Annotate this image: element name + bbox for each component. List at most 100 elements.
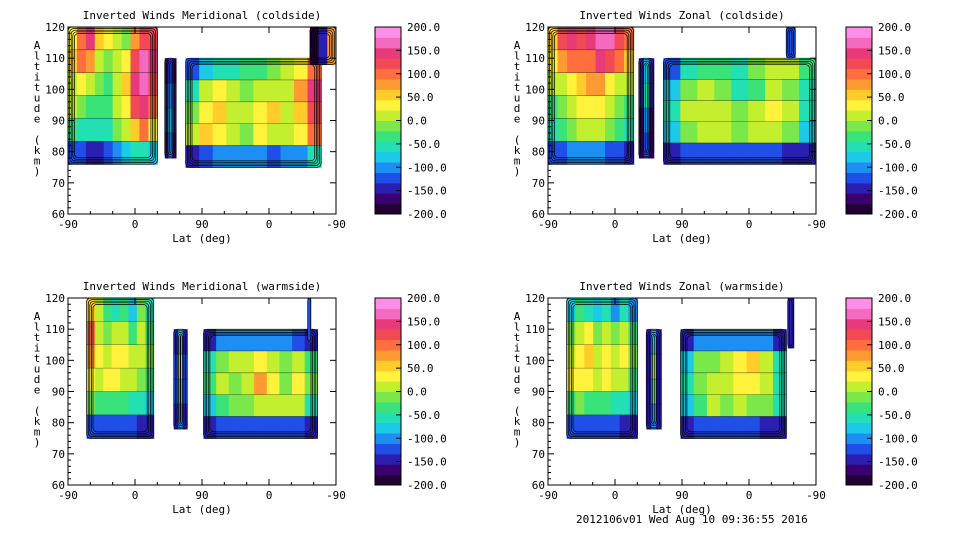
data-cell [601, 391, 612, 416]
data-cell [103, 49, 114, 74]
x-tick-label: 0 [612, 489, 619, 502]
data-cell [128, 321, 138, 346]
data-cell [148, 27, 158, 51]
data-segment-3 [663, 57, 816, 165]
data-cell [610, 368, 621, 393]
x-tick-label: 0 [746, 218, 753, 231]
data-cell [697, 142, 715, 165]
data-cell [164, 58, 170, 84]
data-cell [576, 72, 587, 97]
data-cell [759, 329, 774, 352]
data-cell [292, 394, 306, 418]
data-cell [94, 95, 105, 120]
data-cell [294, 145, 309, 168]
data-cell [733, 350, 748, 374]
data-cell [720, 350, 734, 374]
contour-line [686, 335, 781, 433]
data-cell [567, 118, 578, 142]
colorbar-tick-label: 50.0 [407, 91, 434, 104]
data-cell [575, 368, 585, 393]
data-cell [765, 100, 783, 123]
y-axis-label-char: k [34, 415, 41, 428]
colorbar-swatch [846, 47, 872, 59]
chart-title: Inverted Winds Zonal (warmside) [579, 280, 784, 293]
y-axis-label-char: m [34, 155, 41, 168]
data-cell [693, 350, 708, 374]
contour-line [176, 332, 185, 427]
data-cell [94, 72, 105, 97]
data-cell [185, 79, 200, 103]
colorbar-tick-label: -100.0 [407, 161, 447, 174]
y-axis-label-char: d [514, 102, 521, 115]
y-axis-label-char: ( [514, 134, 521, 147]
colorbar-swatch [375, 443, 401, 455]
colorbar-tick-label: -200.0 [878, 479, 918, 492]
y-tick-label: 110 [525, 323, 545, 336]
data-cell [136, 321, 146, 346]
data-cell [697, 79, 715, 102]
data-cell [139, 49, 149, 74]
data-segment-4 [787, 298, 795, 349]
colorbar-swatch [375, 120, 401, 132]
contour-line [164, 57, 177, 159]
data-cell [584, 391, 594, 416]
data-cell [103, 321, 113, 346]
contour-line [787, 298, 795, 349]
contour-line [166, 59, 175, 157]
y-axis-label-char: t [34, 81, 41, 94]
contour-line [638, 57, 655, 159]
colorbar-swatch [846, 318, 872, 330]
data-cell [121, 118, 132, 142]
data-cell [254, 416, 268, 439]
data-cell [593, 391, 603, 416]
colorbar-tick-label: 0.0 [878, 386, 898, 399]
data-cell [103, 141, 114, 165]
data-cell [714, 79, 732, 102]
data-cell [575, 298, 585, 322]
data-cell [199, 58, 214, 81]
contour-line [206, 332, 315, 436]
colorbar-swatch [375, 464, 401, 476]
colorbar-swatch [375, 68, 401, 80]
data-cell [584, 368, 594, 393]
data-cell [94, 49, 105, 74]
y-axis-label-char: t [514, 81, 521, 94]
y-axis-label-char: e [34, 113, 41, 126]
data-cell [575, 344, 585, 369]
colorbar-swatch [846, 391, 872, 403]
data-segment-3 [203, 328, 318, 439]
colorbar-swatch [846, 453, 872, 465]
data-cell [643, 132, 650, 159]
data-cell [628, 298, 638, 322]
data-cell [130, 72, 141, 97]
data-cell [733, 416, 748, 439]
colorbar-swatch [375, 193, 401, 205]
data-cell [266, 350, 281, 374]
data-cell [706, 372, 721, 396]
data-cell [216, 350, 230, 374]
data-cell [130, 49, 141, 74]
data-cell [279, 329, 293, 352]
contour-line [190, 62, 317, 163]
data-cell [693, 394, 708, 418]
data-cell [680, 350, 695, 374]
contour-line [309, 27, 336, 65]
plot-area [566, 298, 795, 439]
y-axis-label-char: ) [514, 165, 521, 178]
colorbar-swatch [375, 130, 401, 142]
colorbar-swatch [846, 360, 872, 372]
data-cell [643, 108, 650, 134]
colorbar-tick-label: -100.0 [407, 432, 447, 445]
contour-line [641, 61, 651, 156]
contour-line [209, 335, 312, 433]
data-cell [765, 58, 783, 80]
data-cell [663, 100, 681, 123]
data-cell [139, 118, 149, 142]
data-cell [697, 100, 715, 123]
data-cell [266, 416, 281, 439]
data-cell [76, 95, 87, 120]
data-cell [266, 145, 282, 168]
y-axis-label-char: ) [34, 165, 41, 178]
data-cell [103, 414, 113, 439]
